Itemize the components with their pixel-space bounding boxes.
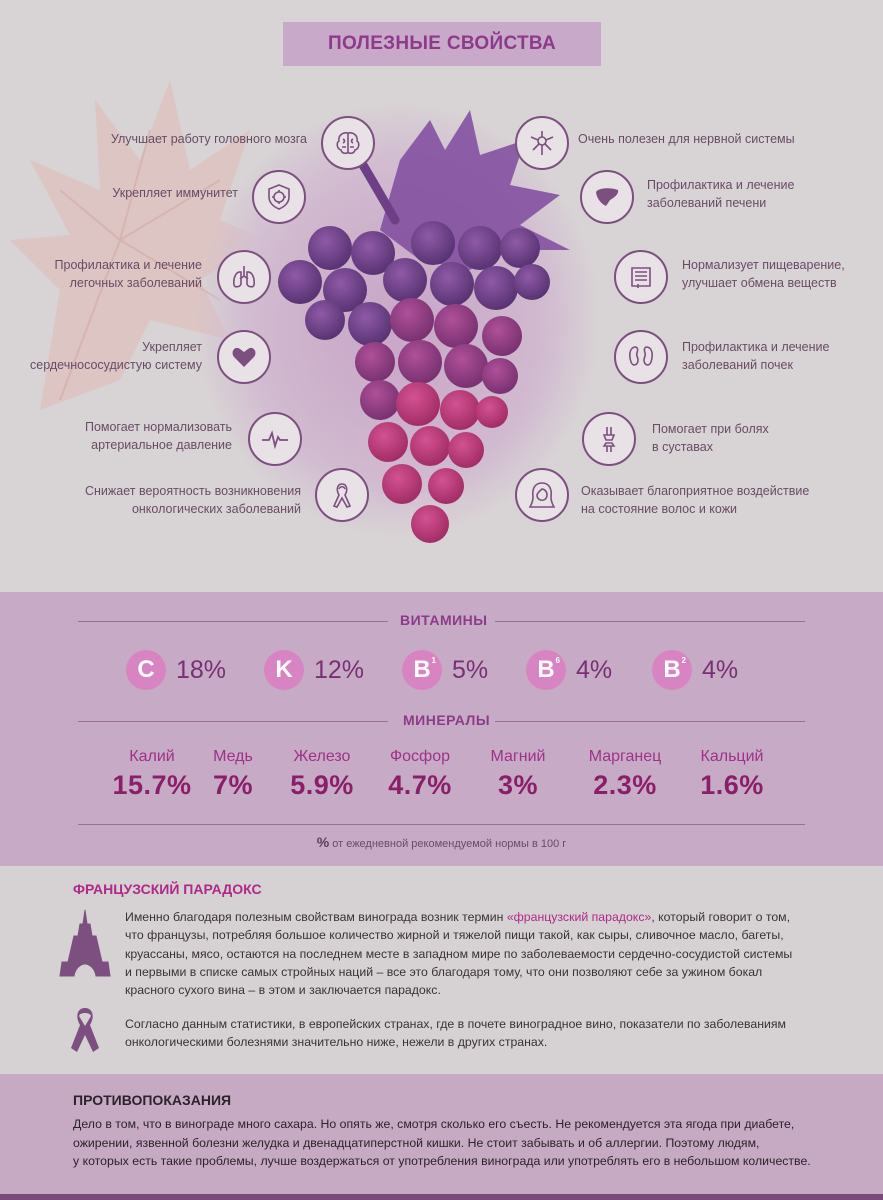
paradox-line: что французы, потребляя большое количест…: [125, 928, 784, 943]
vitamins-heading: ВИТАМИНЫ: [400, 612, 488, 628]
contraindications-text: Дело в том, что в винограде много сахара…: [73, 1115, 863, 1171]
mineral-value: 3%: [497, 770, 539, 800]
pulse-icon: [248, 412, 302, 466]
mineral-name: Медь: [213, 748, 253, 765]
benefits-section: ПОЛЕЗНЫЕ СВОЙСТВА: [0, 0, 883, 592]
title-band: [283, 22, 601, 66]
vitamin-value: 4%: [576, 655, 613, 684]
paradox-line: красного сухого вина – в этом и заключае…: [125, 983, 441, 998]
contra-line: ожирении, язвенной болезни желудка и две…: [73, 1135, 760, 1150]
brain-icon: [321, 116, 375, 170]
mineral-value: 4.7%: [388, 770, 452, 800]
mineral-name: Железо: [293, 748, 351, 765]
neuron-icon: [515, 116, 569, 170]
mineral-item: Кальций 1.6%: [690, 748, 774, 801]
benefit-pressure: Помогает нормализовать артериальное давл…: [84, 420, 232, 452]
benefit-oncology: Снижает вероятность возникновения онколо…: [85, 484, 301, 516]
heart-icon: [217, 330, 271, 384]
mineral-item: Железо 5.9%: [280, 748, 364, 801]
contraindications-section: ПРОТИВОПОКАЗАНИЯ Дело в том, что в виног…: [0, 1074, 883, 1200]
benefit-nervous: Очень полезен для нервной системы: [578, 132, 795, 146]
mineral-value: 5.9%: [290, 770, 354, 800]
vitamin-item: K 12%: [264, 650, 364, 690]
paradox-line: круассаны, мясо, остаются на последнем м…: [125, 946, 793, 961]
virus-shield-icon: [252, 170, 306, 224]
grape-stem: [355, 155, 400, 225]
vitamin-badge: K: [264, 650, 304, 690]
paradox-line: и первыми в списке самых стройных наций …: [125, 964, 763, 979]
vitamin-value: 18%: [176, 655, 227, 684]
mineral-value: 1.6%: [700, 770, 764, 800]
daily-norm-note: % от ежедневной рекомендуемой нормы в 10…: [316, 834, 567, 850]
french-paradox-section: ФРАНЦУЗСКИЙ ПАРАДОКС Именно благодаря по…: [0, 866, 883, 1074]
benefit-kidneys: Профилактика и лечение заболеваний почек: [682, 340, 830, 372]
eiffel-tower-icon: [59, 909, 111, 977]
lungs-icon: [217, 250, 271, 304]
vitamin-badge: C: [126, 650, 166, 690]
mineral-name: Фосфор: [389, 748, 451, 765]
woman-face-icon: [515, 468, 569, 522]
page-title: ПОЛЕЗНЫЕ СВОЙСТВА: [328, 33, 556, 54]
divider: [495, 721, 805, 722]
minerals-heading: МИНЕРАЛЫ: [403, 712, 491, 728]
benefit-brain: Улучшает работу головного мозга: [110, 132, 307, 146]
joint-icon: [582, 412, 636, 466]
liver-icon: [580, 170, 634, 224]
paradox-line: Согласно данным статистики, в европейски…: [125, 1017, 786, 1031]
grapes: [278, 221, 550, 543]
ribbon-icon: [71, 1008, 99, 1052]
mineral-item: Марганец 2.3%: [578, 748, 672, 801]
divider: [78, 721, 388, 722]
mineral-name: Калий: [129, 748, 175, 765]
benefit-digestion: Нормализует пищеварение, улучшает обмена…: [682, 258, 845, 290]
paradox-line: Именно благодаря полезным свойствам вино…: [125, 910, 791, 924]
paradox-title: ФРАНЦУЗСКИЙ ПАРАДОКС: [73, 881, 262, 897]
contraindications-title: ПРОТИВОПОКАЗАНИЯ: [73, 1092, 232, 1108]
bottom-bar: [0, 1194, 883, 1200]
divider: [78, 824, 805, 825]
divider: [495, 621, 805, 622]
contra-line: Дело в том, что в винограде много сахара…: [73, 1117, 795, 1131]
vitamin-value: 5%: [452, 655, 489, 684]
contra-line: у которых есть такие проблемы, лучше воз…: [73, 1154, 811, 1168]
benefit-heart: Укрепляет сердечнососудистую систему: [30, 340, 202, 372]
mineral-item: Фосфор 4.7%: [378, 748, 462, 801]
mineral-name: Кальций: [700, 748, 764, 765]
vitamin-value: 12%: [314, 655, 365, 684]
vitamin-value: 4%: [702, 655, 739, 684]
mineral-value: 15.7%: [112, 770, 192, 800]
mineral-value: 2.3%: [593, 770, 657, 800]
divider: [78, 621, 388, 622]
ribbon-icon: [315, 468, 369, 522]
kidneys-icon: [614, 330, 668, 384]
benefit-lungs: Профилактика и лечение легочных заболева…: [54, 258, 202, 290]
mineral-item: Медь 7%: [200, 748, 266, 801]
grape-bunch-illustration: [278, 110, 570, 543]
mineral-value: 7%: [212, 770, 254, 800]
vitamin-item: C 18%: [126, 650, 226, 690]
mineral-item: Магний 3%: [480, 748, 556, 801]
mineral-name: Марганец: [588, 748, 662, 765]
intestine-icon: [614, 250, 668, 304]
benefit-immunity: Укрепляет иммунитет: [112, 186, 238, 200]
benefit-joints: Помогает при болях в суставах: [652, 422, 769, 454]
mineral-name: Магний: [490, 748, 546, 765]
benefit-liver: Профилактика и лечение заболеваний печен…: [647, 178, 795, 210]
mineral-item: Калий 15.7%: [112, 748, 192, 801]
benefit-hair-skin: Оказывает благоприятное воздействие на с…: [581, 484, 810, 516]
paradox-line: онкологическими болезнями значительно ни…: [125, 1035, 548, 1050]
